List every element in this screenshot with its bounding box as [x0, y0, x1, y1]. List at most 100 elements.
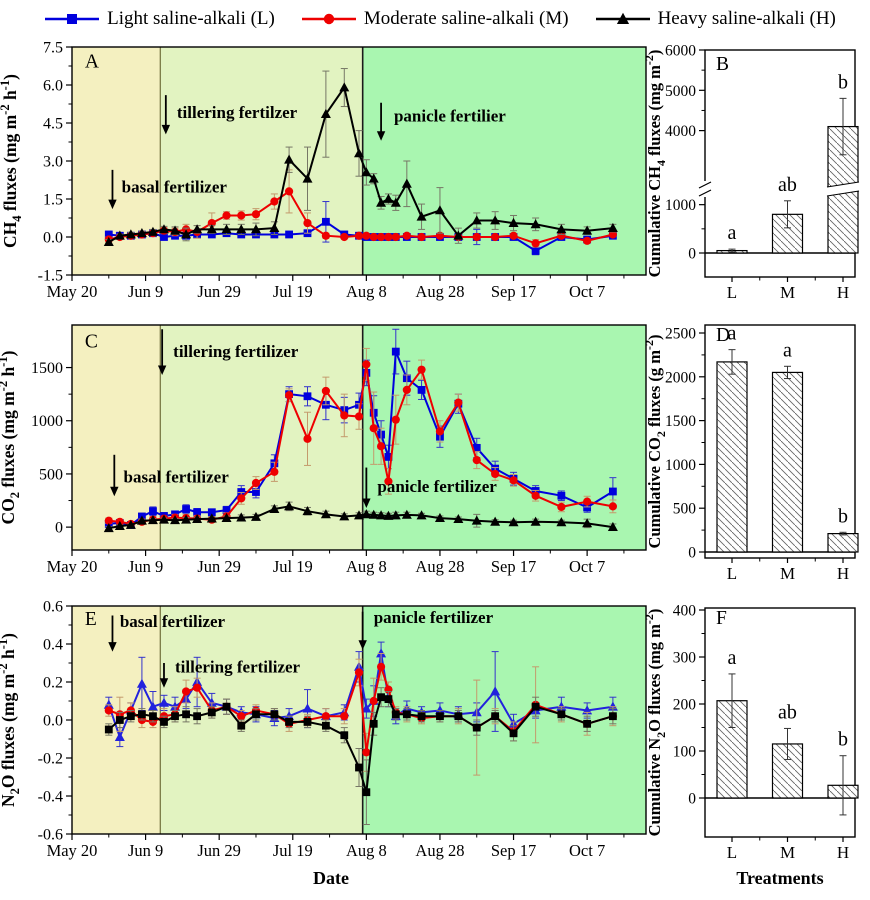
- x-tick-label: Jun 9: [128, 557, 163, 576]
- y-tick-label: 0.0: [43, 230, 63, 247]
- category-label: H: [837, 283, 849, 302]
- panel-letter: E: [85, 609, 97, 630]
- significance-letter: b: [838, 729, 848, 751]
- significance-letter: ab: [778, 701, 797, 723]
- panel-A-series-H: [103, 68, 618, 246]
- x-tick-label: Jun 29: [197, 841, 241, 860]
- arrow-head-icon: [108, 199, 117, 210]
- y-tick-label: 1000: [665, 457, 696, 474]
- y-tick-label: 1500: [31, 360, 63, 377]
- y-tick-label: 1000: [31, 413, 63, 430]
- annotation-label: tillering fertilizer: [173, 342, 299, 361]
- growth-phase-band: [72, 47, 161, 275]
- legend-label: Light saline-alkali (L): [107, 8, 275, 29]
- y-tick-label: 0.0: [43, 713, 63, 730]
- x-tick-label: Oct 7: [569, 282, 605, 301]
- x-tick-label: Jun 29: [197, 282, 241, 301]
- y-tick-label: 2000: [665, 369, 696, 386]
- y-tick-label: 300: [673, 650, 697, 667]
- x-tick-label: Jun 9: [128, 841, 163, 860]
- category-label: H: [837, 843, 849, 862]
- category-label: H: [837, 564, 849, 583]
- y-tick-label: 0: [688, 246, 696, 263]
- arrow-head-icon: [358, 640, 367, 650]
- category-label: L: [727, 283, 737, 302]
- category-label: M: [780, 283, 795, 302]
- y-tick-label: 0: [55, 520, 63, 537]
- panel-C-series-H: [103, 501, 618, 533]
- significance-letter: a: [728, 647, 737, 669]
- y-tick-label: -0.6: [38, 827, 63, 844]
- triangle-marker-icon: [595, 12, 650, 24]
- category-label: M: [780, 843, 795, 862]
- y-axis-title: CH4 fluxes (mg m-2 h-1): [0, 74, 24, 248]
- y-axis-title: Cumulative N2O fluxes (mg m-2): [642, 609, 668, 837]
- growth-phase-band: [160, 47, 363, 275]
- bar-H: b: [827, 729, 859, 816]
- panel-e-n2o-flux-line-chart: -0.6 -0.4 -0.2 0.0 0.2 0.4 0.6 May 20 Jun 9 Jun 2…: [0, 599, 647, 860]
- x-tick-label: Jul 19: [273, 841, 313, 860]
- significance-letter: ab: [778, 174, 797, 196]
- annotation-label: basal fertilizer: [122, 178, 228, 197]
- annotation-label: panicle fertilizer: [374, 608, 494, 627]
- bar-M: a: [771, 339, 804, 553]
- growth-phase-band: [72, 325, 161, 550]
- y-tick-label: 1000: [665, 197, 696, 214]
- bar-L: a: [716, 222, 748, 254]
- bar-M: ab: [771, 701, 804, 799]
- y-tick-label: 4.5: [43, 116, 63, 133]
- x-tick-label: Aug 28: [415, 841, 464, 860]
- growth-phase-band: [160, 606, 363, 834]
- panel-letter: C: [85, 331, 98, 352]
- panel-letter: F: [716, 608, 727, 629]
- y-axis-title: CO2 fluxes (mg m-2 h-1): [0, 350, 22, 524]
- annotation-label: basal fertilizer: [120, 612, 226, 631]
- category-label: L: [727, 564, 737, 583]
- y-tick-label: -1.5: [38, 268, 63, 285]
- panel-letter: A: [85, 51, 99, 72]
- category-label: L: [727, 843, 737, 862]
- x-tick-label: Sep 17: [491, 557, 536, 576]
- legend: Light saline-alkali (L) Moderate saline-a…: [40, 2, 840, 36]
- y-tick-label: 1500: [665, 413, 696, 430]
- y-tick-label: 6.0: [43, 78, 63, 95]
- circle-marker-icon: [301, 13, 356, 25]
- panel-f-cumulative-n2o-bar-chart: 0 100 200 300 400 a ab b L M H F Cumulative N2O flux…: [642, 603, 859, 862]
- panel-c-co2-flux-line-chart: 0 500 1000 1500 May 20 Jun 9 Jun 29 Jul 19 Aug 8…: [0, 324, 647, 576]
- significance-letter: a: [728, 222, 737, 244]
- bar-H: b: [827, 505, 859, 553]
- y-tick-label: 7.5: [43, 40, 63, 57]
- x-tick-label: Aug 28: [415, 282, 464, 301]
- y-tick-label: 0: [688, 545, 696, 562]
- panel-letter: D: [716, 325, 730, 346]
- y-tick-label: 200: [673, 697, 697, 714]
- arrow-head-icon: [157, 365, 167, 375]
- annotation-label: tillering fertilizer: [175, 658, 301, 677]
- x-tick-label: Oct 7: [569, 841, 605, 860]
- panel-letter: B: [716, 54, 729, 75]
- arrow-head-icon: [110, 486, 119, 497]
- panel-b-cumulative-ch4-bar-chart: 0 1000 4000 5000 6000 a ab b L M H B Cumulative CH4 …: [642, 43, 860, 302]
- annotation-label: panicle fertilizer: [377, 477, 497, 496]
- y-axis-title: Cumulative CO2 fluxes (g m-2): [642, 335, 668, 549]
- arrow-head-icon: [159, 678, 169, 688]
- y-tick-label: -0.4: [38, 789, 63, 806]
- bar-L: a: [716, 323, 748, 553]
- panel-d-cumulative-co2-bar-chart: 0 500 1000 1500 2000 2500 a a b L M H D Cumulative CO…: [642, 323, 859, 583]
- axis-break-icon: [698, 181, 712, 189]
- x-tick-label: Jul 19: [273, 282, 313, 301]
- x-tick-label: Jul 19: [273, 557, 313, 576]
- x-tick-label: Aug 28: [415, 557, 464, 576]
- y-tick-label: 500: [39, 466, 63, 483]
- y-tick-label: 0: [688, 791, 696, 808]
- x-tick-label: Aug 8: [346, 557, 387, 576]
- y-tick-label: 100: [673, 744, 697, 761]
- annotation-label: tillering fertilzer: [177, 103, 298, 122]
- legend-label: Moderate saline-alkali (M): [363, 8, 569, 29]
- arrow-head-icon: [161, 124, 171, 135]
- legend-label: Heavy saline-alkali (H): [657, 8, 836, 29]
- significance-letter: a: [783, 339, 792, 361]
- y-tick-label: 0.4: [43, 637, 63, 654]
- y-tick-label: 4000: [665, 123, 696, 140]
